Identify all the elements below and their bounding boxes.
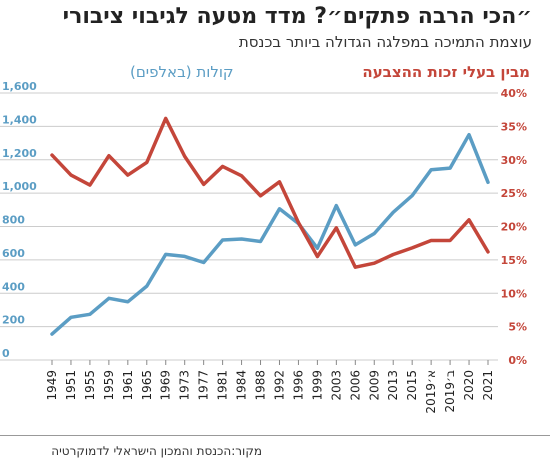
left-tick-label: 600 [2, 247, 25, 260]
left-tick-label: 1,200 [2, 147, 37, 160]
left-tick-label: 0 [2, 347, 10, 360]
left-tick-label: 200 [2, 314, 25, 327]
left-tick-label: 1,000 [2, 180, 37, 193]
left-tick-label: 800 [2, 214, 25, 227]
source-divider [0, 435, 550, 436]
right-tick-label: 20% [501, 221, 527, 234]
left-tick-label: 400 [2, 280, 25, 293]
x-tick-label: 2013 [386, 370, 400, 401]
right-tick-label: 15% [501, 254, 527, 267]
percent-series-line [50, 116, 490, 269]
right-tick-label: 0% [508, 354, 527, 367]
x-tick-label: 1981 [216, 370, 230, 401]
x-tick-label: 1996 [291, 370, 305, 401]
right-tick-label: 25% [501, 187, 527, 200]
right-axis-ticks: 0% 5% 10% 15% 20% 25% 30% 35% 40% [501, 87, 527, 367]
x-tick-label: 1988 [254, 370, 268, 401]
x-tick-label: 2020 [462, 370, 476, 401]
left-tick-label: 1,600 [2, 80, 37, 93]
x-tick-label: 2003 [329, 370, 343, 401]
x-tick-label: 1969 [159, 370, 173, 401]
x-tick-label: 2009 [367, 370, 381, 401]
right-tick-label: 40% [501, 87, 527, 100]
left-axis-label: קולות (באלפים) [130, 63, 234, 81]
left-axis-ticks: 0 200 400 600 800 1,000 1,200 1,400 1,600 [2, 80, 37, 360]
left-tick-label: 1,400 [2, 113, 37, 126]
right-tick-label: 30% [501, 154, 527, 167]
chart-subtitle: עוצמת התמיכה במפלגה הגדולה ביותר בכנסת [238, 33, 532, 51]
x-tick-label: 1977 [197, 370, 211, 401]
right-tick-label: 10% [501, 287, 527, 300]
right-axis-label: מבין בעלי זכות ההצבעה [362, 63, 530, 81]
x-tick-label: 2006 [348, 370, 362, 401]
x-tick-label: 1992 [272, 370, 286, 401]
x-tick-label: 1951 [64, 370, 78, 401]
x-tick-label: 2019א׳ [424, 370, 438, 414]
chart-title: ״הכי הרבה פתקים״? מדד מטעה לגיבוי ציבורי [62, 4, 532, 29]
x-tick-label: 1959 [102, 370, 116, 401]
x-tick-label: 2015 [405, 370, 419, 401]
x-tick-label: 2019ב׳ [443, 370, 457, 413]
right-tick-label: 5% [508, 321, 527, 334]
x-tick-label: 1999 [310, 370, 324, 401]
x-tick-label: 2021 [481, 370, 495, 401]
grid-lines [0, 92, 498, 361]
x-tick-label: 1961 [121, 370, 135, 401]
x-tick-label: 1955 [83, 370, 97, 401]
series-lines [50, 116, 490, 336]
x-tick-label: 1984 [235, 370, 249, 401]
x-axis-ticks: 1949 1951 1955 1959 1961 1965 1969 1973 1977 1981… [45, 360, 495, 414]
x-tick-label: 1965 [140, 370, 154, 401]
source-note: מקור:הכנסת והמכון הישראלי לדמוקרטיה [51, 444, 262, 458]
right-tick-label: 35% [501, 120, 527, 133]
x-tick-label: 1949 [45, 370, 59, 401]
votes-series-line [50, 132, 490, 336]
x-tick-label: 1973 [178, 370, 192, 401]
